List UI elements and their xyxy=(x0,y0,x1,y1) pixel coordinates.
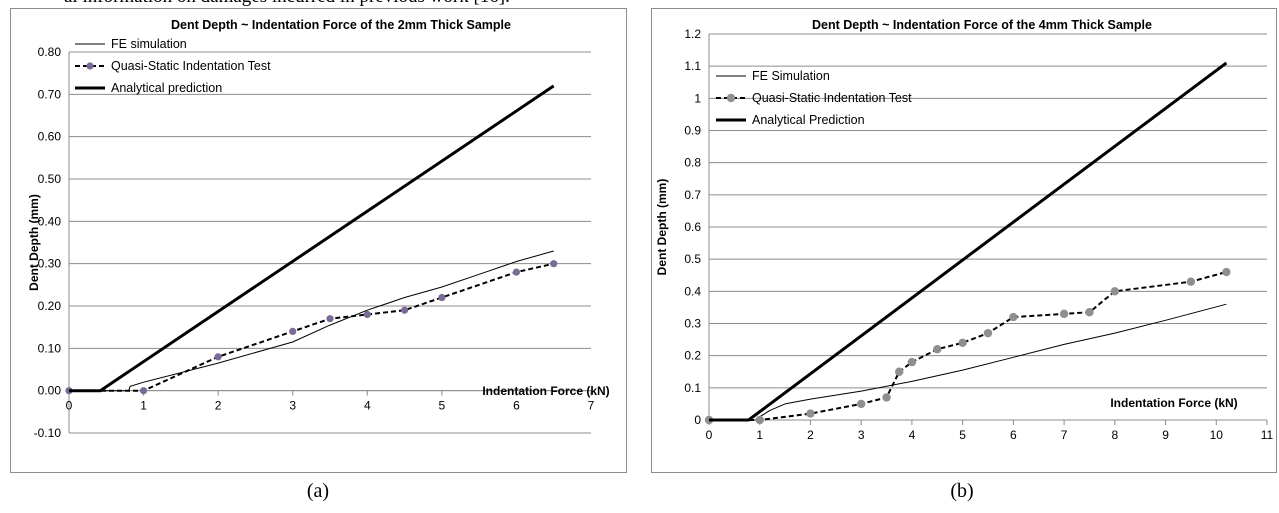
chart-a-data-point xyxy=(438,293,446,302)
chart-a-data-point xyxy=(363,310,371,319)
chart-a-title: Dent Depth ~ Indentation Force of the 2m… xyxy=(171,18,511,32)
chart-b-data-point xyxy=(1085,308,1094,317)
chart-b-y-tick-label: 0 xyxy=(694,413,701,427)
chart-a-data-point xyxy=(550,260,558,268)
chart-a-legend-label-0: FE simulation xyxy=(111,37,187,51)
chart-a-data-point xyxy=(400,306,409,314)
chart-a-legend-marker xyxy=(86,62,94,70)
chart-a-svg: Dent Depth ~ Indentation Force of the 2m… xyxy=(27,18,610,440)
chart-b-x-tick-label: 1 xyxy=(756,428,763,442)
chart-b-title: Dent Depth ~ Indentation Force of the 4m… xyxy=(812,18,1152,32)
chart-b-y-tick-label: 0.6 xyxy=(684,220,701,234)
chart-b-data-point xyxy=(895,367,904,376)
chart-b-y-tick-label: 1 xyxy=(694,91,701,105)
chart-a-data-point xyxy=(139,387,148,395)
chart-a-y-axis-title: Dent Depth (mm) xyxy=(27,194,41,291)
chart-a-y-tick-label: -0.10 xyxy=(34,426,62,440)
chart-b-y-axis-title: Dent Depth (mm) xyxy=(655,179,669,276)
chart-a-x-axis-title: Indentation Force (kN) xyxy=(482,384,609,398)
cropped-body-text: al information on damages incurred in pr… xyxy=(64,0,510,8)
chart-b-y-tick-label: 0.7 xyxy=(684,188,701,202)
chart-b-legend-label-1: Quasi-Static Indentation Test xyxy=(752,91,912,105)
chart-panel-a: Dent Depth ~ Indentation Force of the 2m… xyxy=(10,8,627,473)
chart-b-x-tick-label: 6 xyxy=(1010,428,1017,442)
chart-b-y-tick-label: 0.2 xyxy=(684,349,701,363)
chart-a-x-tick-label: 6 xyxy=(513,399,520,413)
chart-a-x-tick-label: 0 xyxy=(66,399,73,413)
chart-b-y-tick-label: 0.4 xyxy=(684,284,701,298)
chart-a-y-tick-label: 0.00 xyxy=(38,384,62,398)
chart-a-data-point xyxy=(289,327,297,335)
chart-b-series-line-1 xyxy=(709,271,1227,421)
chart-b-data-point xyxy=(1009,312,1018,322)
chart-b-data-point xyxy=(1186,277,1196,286)
chart-b-y-tick-label: 1.2 xyxy=(684,27,701,41)
chart-a-y-tick-label: 0.50 xyxy=(38,172,62,186)
chart-a-x-tick-label: 1 xyxy=(140,399,147,413)
chart-b-x-tick-label: 10 xyxy=(1210,428,1224,442)
chart-a-data-point xyxy=(326,315,334,323)
chart-b-data-point xyxy=(806,409,815,418)
chart-b-data-point xyxy=(1222,267,1231,277)
chart-b-data-point xyxy=(856,399,866,409)
chart-b-legend-label-0: FE Simulation xyxy=(752,69,830,83)
chart-a-x-tick-label: 5 xyxy=(439,399,446,413)
chart-b-data-point xyxy=(1059,309,1069,319)
chart-b-x-tick-label: 7 xyxy=(1061,428,1068,442)
chart-b-y-tick-label: 0.3 xyxy=(684,317,701,331)
chart-a-x-tick-label: 3 xyxy=(289,399,296,413)
chart-b-y-tick-label: 0.8 xyxy=(684,156,701,170)
chart-a-data-point xyxy=(512,268,521,276)
cropped-body-text-strip: al information on damages incurred in pr… xyxy=(0,0,1279,8)
chart-b-x-tick-label: 9 xyxy=(1162,428,1169,442)
chart-b-legend-marker xyxy=(726,93,736,103)
chart-b-x-axis-title: Indentation Force (kN) xyxy=(1110,396,1237,410)
chart-a-series-line-1 xyxy=(69,262,554,392)
chart-b-svg: Dent Depth ~ Indentation Force of the 4m… xyxy=(655,18,1274,442)
chart-a-y-tick-label: 0.80 xyxy=(38,45,62,59)
chart-a-legend-label-1: Quasi-Static Indentation Test xyxy=(111,59,271,73)
chart-a-y-tick-label: 0.10 xyxy=(38,341,62,355)
chart-b-data-point xyxy=(958,338,967,347)
chart-b-legend-label-2: Analytical Prediction xyxy=(752,113,865,127)
chart-b-x-tick-label: 8 xyxy=(1111,428,1118,442)
chart-a-data-point xyxy=(214,353,222,361)
chart-b-y-tick-label: 0.1 xyxy=(684,381,701,395)
chart-a-y-tick-label: 0.20 xyxy=(38,299,62,313)
caption-b: (b) xyxy=(950,480,974,502)
chart-b-x-tick-label: 11 xyxy=(1261,428,1274,442)
chart-a-y-tick-label: 0.30 xyxy=(38,257,62,271)
chart-b-data-point xyxy=(933,345,942,354)
chart-b-x-tick-label: 0 xyxy=(706,428,713,442)
chart-b-series-line-0 xyxy=(709,303,1227,421)
chart-b-data-point xyxy=(907,357,917,367)
chart-b-x-tick-label: 3 xyxy=(858,428,865,442)
chart-b-y-tick-label: 0.5 xyxy=(684,252,701,266)
chart-panel-b: Dent Depth ~ Indentation Force of the 4m… xyxy=(651,8,1277,473)
chart-b-data-point xyxy=(1110,287,1120,296)
chart-b-x-tick-label: 2 xyxy=(807,428,814,442)
chart-b-series-line-2 xyxy=(709,61,1228,422)
chart-a-x-tick-label: 4 xyxy=(364,399,371,413)
chart-b-y-tick-label: 1.1 xyxy=(684,59,701,73)
chart-b-y-tick-label: 0.9 xyxy=(684,124,701,138)
chart-b-x-tick-label: 5 xyxy=(959,428,966,442)
chart-a-series-line-0 xyxy=(69,250,554,392)
chart-a-series-line-2 xyxy=(69,84,555,393)
caption-a: (a) xyxy=(306,480,330,502)
chart-b-data-point xyxy=(755,415,764,425)
chart-a-y-tick-label: 0.60 xyxy=(38,130,62,144)
chart-b-data-point xyxy=(983,328,993,338)
chart-a-x-tick-label: 2 xyxy=(215,399,222,413)
chart-a-y-tick-label: 0.70 xyxy=(38,87,62,101)
chart-b-x-tick-label: 4 xyxy=(909,428,916,442)
chart-a-x-tick-label: 7 xyxy=(588,399,595,413)
chart-b-data-point xyxy=(882,393,891,402)
chart-a-y-tick-label: 0.40 xyxy=(38,214,62,228)
chart-a-legend-label-2: Analytical prediction xyxy=(111,81,222,95)
